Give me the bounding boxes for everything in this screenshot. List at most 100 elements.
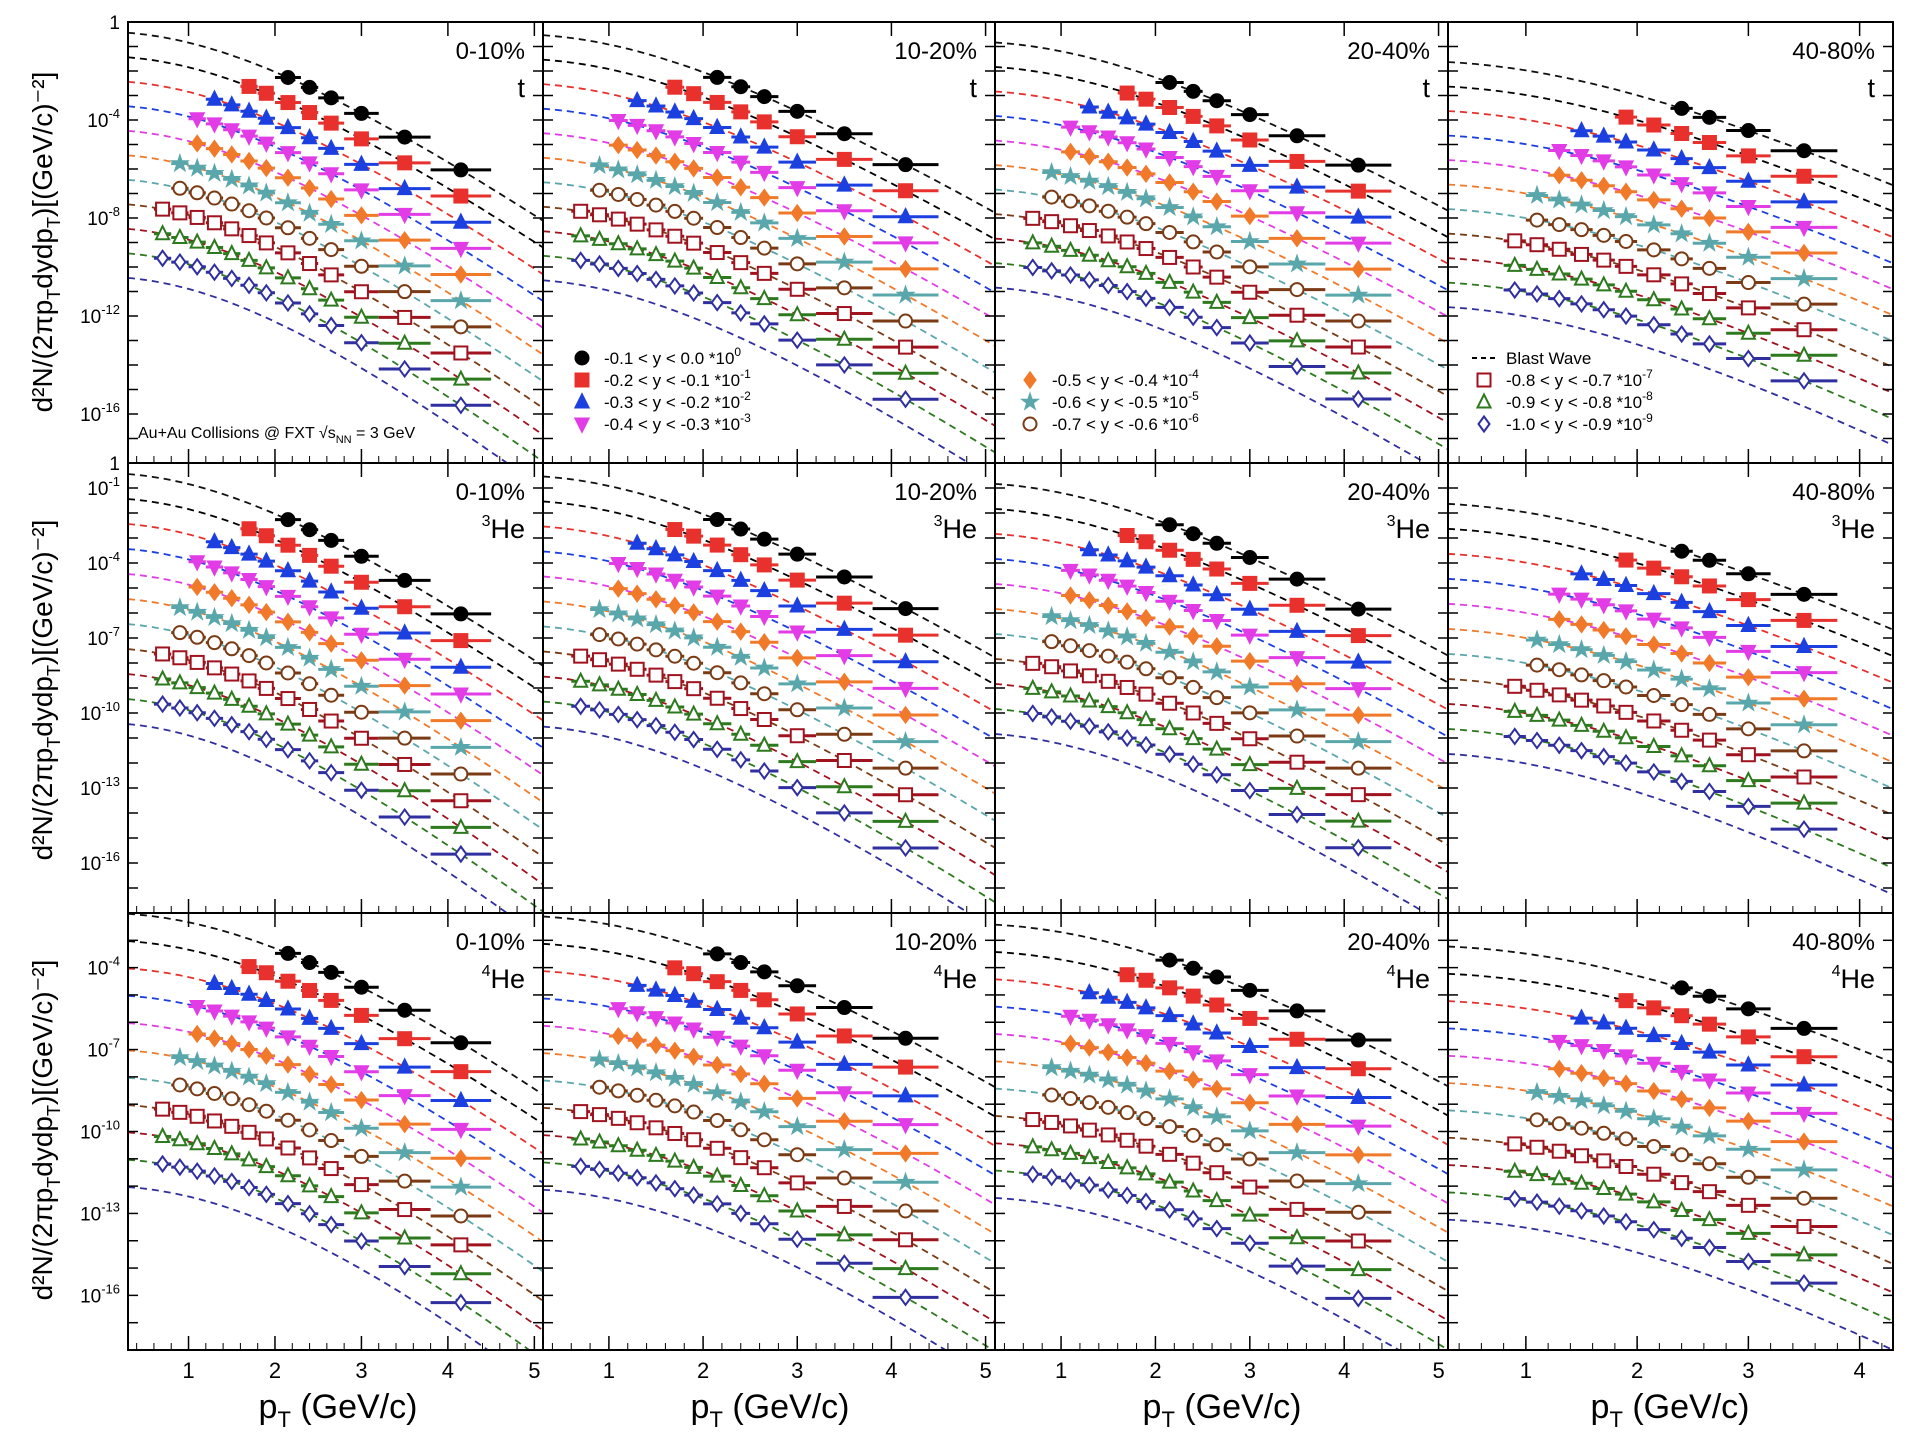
- data-point: [686, 1132, 702, 1148]
- data-point: [1081, 198, 1097, 214]
- data-point: [709, 537, 725, 553]
- data-point: [206, 215, 222, 231]
- data-point: [1552, 610, 1566, 629]
- data-point: [1617, 132, 1635, 149]
- data-point: [629, 684, 646, 701]
- data-point: [351, 1117, 372, 1137]
- data-point: [667, 674, 683, 690]
- series-3: [627, 90, 939, 224]
- data-point: [1137, 1029, 1155, 1046]
- data-point: [1138, 972, 1154, 988]
- data-point: [301, 600, 318, 617]
- data-point: [221, 612, 242, 633]
- data-point: [1239, 1120, 1260, 1140]
- data-point: [1137, 586, 1155, 603]
- data-point: [1185, 282, 1202, 299]
- data-point: [224, 196, 240, 212]
- data-point: [1119, 703, 1136, 720]
- data-point: [1741, 1111, 1756, 1131]
- data-point: [258, 1156, 275, 1174]
- data-point: [667, 522, 683, 538]
- x-tick-label: 2: [269, 1358, 281, 1383]
- data-point: [1044, 214, 1060, 230]
- data-point: [1208, 141, 1225, 158]
- data-point: [610, 211, 626, 227]
- data-point: [573, 1104, 589, 1120]
- data-point: [324, 189, 338, 209]
- data-point: [1161, 565, 1178, 583]
- data-point: [836, 306, 852, 322]
- panel-20-40%-3He: 20-40%3He: [994, 462, 1449, 914]
- data-point: [1162, 952, 1178, 968]
- data-point: [1289, 153, 1305, 169]
- data-point: [206, 117, 223, 134]
- data-point: [732, 127, 749, 144]
- data-point: [223, 123, 240, 140]
- data-point: [1044, 189, 1060, 205]
- data-point: [258, 1021, 275, 1038]
- data-point: [1795, 666, 1813, 683]
- data-point: [789, 978, 805, 994]
- data-point: [898, 339, 914, 355]
- data-point: [732, 155, 749, 172]
- data-point: [1185, 679, 1201, 695]
- data-point: [897, 681, 914, 699]
- data-point: [1674, 644, 1689, 663]
- data-point: [320, 213, 342, 233]
- data-point: [1242, 1010, 1258, 1026]
- data-point: [1673, 177, 1690, 194]
- data-point: [258, 704, 275, 721]
- data-point: [206, 635, 222, 651]
- data-point: [1139, 1054, 1153, 1073]
- data-point: [155, 694, 170, 714]
- data-point: [790, 778, 804, 797]
- data-point: [190, 257, 204, 276]
- data-point: [397, 730, 413, 746]
- data-point: [836, 752, 852, 768]
- data-point: [256, 182, 277, 202]
- data-point: [1795, 1245, 1813, 1262]
- blast-wave-curve: [996, 90, 1447, 265]
- data-point: [1673, 1064, 1690, 1082]
- data-point: [789, 1175, 805, 1191]
- data-point: [789, 1147, 805, 1163]
- data-point: [1795, 1106, 1813, 1124]
- data-point: [1081, 1095, 1097, 1111]
- data-point: [787, 1116, 808, 1136]
- data-point: [790, 1089, 804, 1108]
- data-point: [280, 70, 296, 86]
- series-5: [188, 577, 492, 730]
- data-point: [592, 1160, 607, 1179]
- data-point: [1645, 1056, 1662, 1074]
- data-point: [1159, 641, 1180, 661]
- data-point: [664, 620, 685, 640]
- data-point: [258, 528, 274, 544]
- data-point: [258, 258, 275, 275]
- data-point: [1796, 612, 1812, 628]
- x-tick-label: 4: [1854, 1358, 1866, 1383]
- data-point: [1159, 196, 1180, 217]
- data-point: [1701, 1209, 1718, 1227]
- data-point: [1573, 592, 1590, 609]
- x-tick-label: 3: [791, 1358, 803, 1383]
- data-point: [1162, 695, 1178, 711]
- x-tick-label: 2: [697, 1358, 709, 1383]
- data-point: [754, 212, 775, 232]
- data-point: [1701, 601, 1718, 619]
- data-point: [1702, 653, 1717, 673]
- data-point: [1081, 1122, 1097, 1138]
- data-point: [1289, 1173, 1305, 1189]
- series-9: [153, 669, 492, 834]
- data-point: [1741, 667, 1756, 687]
- data-point: [1185, 1127, 1201, 1143]
- data-point: [667, 960, 683, 976]
- particle-label: 3He: [482, 513, 525, 544]
- data-point: [756, 137, 773, 154]
- data-point: [258, 965, 274, 981]
- data-point: [301, 1039, 318, 1057]
- data-point: [1186, 755, 1200, 774]
- data-point: [1100, 696, 1117, 714]
- data-point: [649, 1173, 663, 1193]
- data-point: [1597, 176, 1611, 195]
- data-point: [732, 1008, 749, 1025]
